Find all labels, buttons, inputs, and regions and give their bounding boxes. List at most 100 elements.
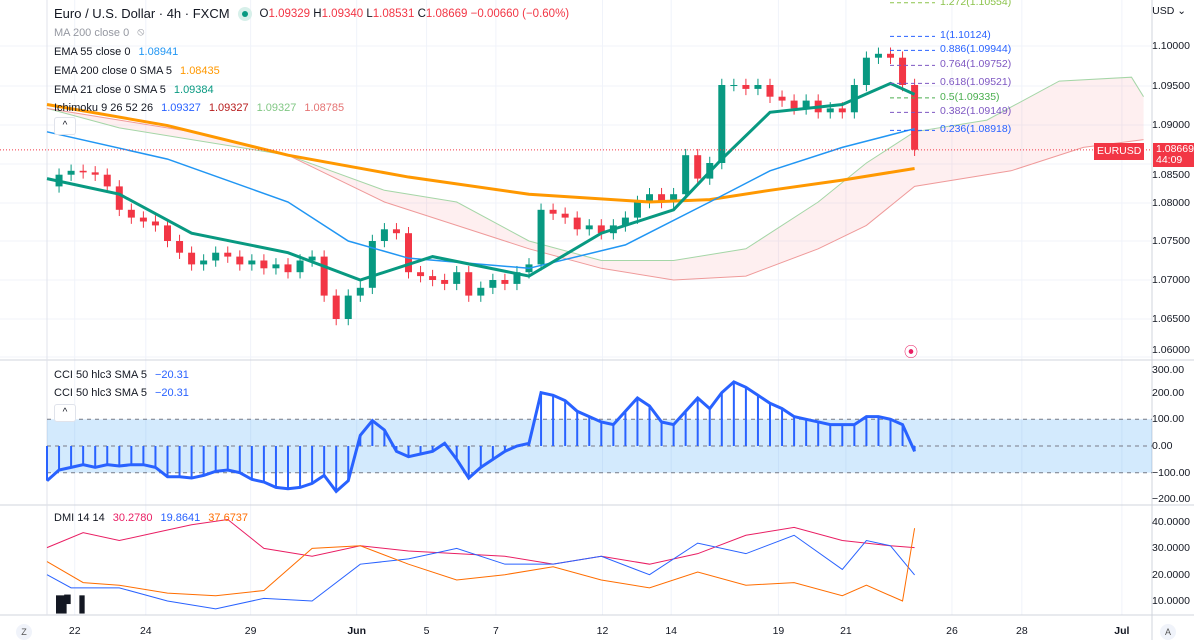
candle-body (164, 225, 171, 241)
candle-body (200, 260, 208, 265)
candle-body (260, 260, 268, 269)
price-axis-label: 1.06000 (1152, 344, 1190, 356)
time-axis-label: 5 (423, 625, 430, 637)
cci-axis-label: 300.00 (1152, 363, 1185, 376)
candle-body (862, 57, 870, 85)
candle-body (694, 155, 702, 179)
time-axis-label: 29 (244, 625, 257, 637)
last-price-tag: 1.08669 44:09 (1153, 143, 1194, 167)
indicator-ichimoku[interactable]: Ichimoku 9 26 52 26 1.09327 1.09327 1.09327… (54, 102, 345, 114)
candle-body (887, 53, 894, 58)
price-axis-label: 1.07000 (1152, 274, 1190, 286)
candle-body (308, 256, 316, 261)
indicator-ema55[interactable]: EMA 55 close 0 1.08941 (54, 46, 179, 58)
price-axis-label: 1.08000 (1152, 197, 1190, 209)
candle-body (754, 85, 762, 89)
timezone-button[interactable]: Z (16, 624, 32, 640)
candle-body (477, 287, 485, 296)
cci-axis-label: −200.00 (1152, 493, 1191, 506)
dmi-legend[interactable]: DMI 14 14 30.2780 19.8641 37.6737 (54, 512, 249, 524)
candle-body (766, 85, 774, 97)
price-axis-label: 1.08500 (1152, 169, 1190, 181)
indicator-ma200[interactable]: MA 200 close 0 ⦸ (54, 26, 145, 39)
candle-body (188, 252, 196, 265)
candle-body (91, 172, 99, 175)
candle-body (139, 217, 147, 222)
cci-axis-label: −100.00 (1152, 466, 1191, 479)
auto-scale-button[interactable]: A (1160, 624, 1176, 640)
cci-axis-label: 200.00 (1152, 386, 1185, 399)
dmi-axis-label: 40.0000 (1152, 516, 1190, 529)
time-axis-label: 22 (68, 625, 81, 637)
candle-body (549, 209, 557, 214)
time-axis-label: 28 (1016, 625, 1028, 637)
candle-body (682, 155, 690, 195)
candle-body (911, 85, 919, 150)
candle-body (826, 108, 834, 113)
candle-body (79, 170, 87, 173)
candle-body (513, 272, 521, 284)
cci-legend-2[interactable]: CCI 50 hlc3 SMA 5 −20.31 (54, 387, 189, 399)
indicator-ema21[interactable]: EMA 21 close 0 SMA 5 1.09384 (54, 84, 214, 96)
candle-body (730, 85, 738, 86)
fib-level-label: 0.382(1.09149) (940, 105, 1012, 118)
ema55-line (46, 127, 915, 270)
ohlc-values: O1.09329 H1.09340 L1.08531 C1.08669 −0.0… (259, 7, 570, 20)
dmi-plus-line (46, 518, 915, 565)
candle-body (67, 170, 75, 175)
candle-body (585, 225, 593, 230)
price-axis-label: 1.10000 (1152, 40, 1190, 52)
candle-body (405, 233, 412, 273)
time-axis-label: Jun (347, 625, 367, 637)
candle-body (790, 100, 798, 109)
candle-body (778, 96, 786, 101)
time-axis-label: 19 (772, 625, 785, 637)
candle-body (670, 194, 678, 202)
candle-body (465, 272, 473, 296)
currency-selector[interactable]: USD ⌄ (1152, 5, 1186, 17)
tradingview-logo: █▘▐ (56, 596, 85, 613)
collapse-cci-legend-button[interactable]: ^ (54, 404, 76, 422)
candle-body (248, 260, 256, 265)
indicator-ema200[interactable]: EMA 200 close 0 SMA 5 1.08435 (54, 65, 220, 77)
cci-axis-label: 0.00 (1152, 440, 1173, 452)
dmi-minus-line (46, 534, 915, 610)
collapse-legend-button[interactable]: ^ (54, 117, 76, 135)
price-axis-label: 1.09000 (1152, 119, 1190, 131)
candle-body (127, 209, 135, 218)
candle-body (356, 287, 364, 296)
candle-body (176, 241, 184, 253)
time-axis-label: 26 (946, 625, 958, 637)
candle-body (417, 272, 425, 277)
candle-body (429, 276, 437, 280)
ema200-line (46, 103, 915, 204)
fib-level-label: 1(1.10124) (940, 29, 991, 42)
symbol-title[interactable]: Euro / U.S. Dollar · 4h · FXCM (54, 6, 230, 21)
candle-body (899, 57, 907, 85)
candle-body (332, 295, 340, 319)
cci-legend-1[interactable]: CCI 50 hlc3 SMA 5 −20.31 (54, 369, 189, 381)
candle-body (742, 85, 750, 89)
fib-level-label: 0.886(1.09944) (940, 43, 1012, 56)
candle-body (284, 264, 292, 273)
candle-body (718, 85, 726, 163)
time-axis-label: 14 (665, 625, 678, 637)
cci-line (46, 380, 916, 494)
hidden-eye-icon[interactable]: ⦸ (137, 26, 145, 38)
time-axis-label: 24 (139, 625, 152, 637)
candle-body (658, 194, 666, 202)
candle-body (392, 229, 400, 234)
cci-axis-label: 100.00 (1152, 413, 1185, 426)
candle-body (272, 264, 280, 269)
dmi-axis-label: 10.0000 (1152, 595, 1190, 607)
ichimoku-cloud (47, 77, 1144, 280)
candle-body (802, 100, 810, 109)
candle-body (537, 209, 545, 265)
candle-body (103, 174, 111, 187)
market-status-icon (237, 6, 252, 21)
candle-body (874, 53, 882, 58)
flash-event-icon[interactable]: ⦿ (904, 344, 918, 360)
price-axis-label: 1.09500 (1152, 80, 1190, 92)
fib-level-label: 0.236(1.08918) (940, 123, 1012, 136)
